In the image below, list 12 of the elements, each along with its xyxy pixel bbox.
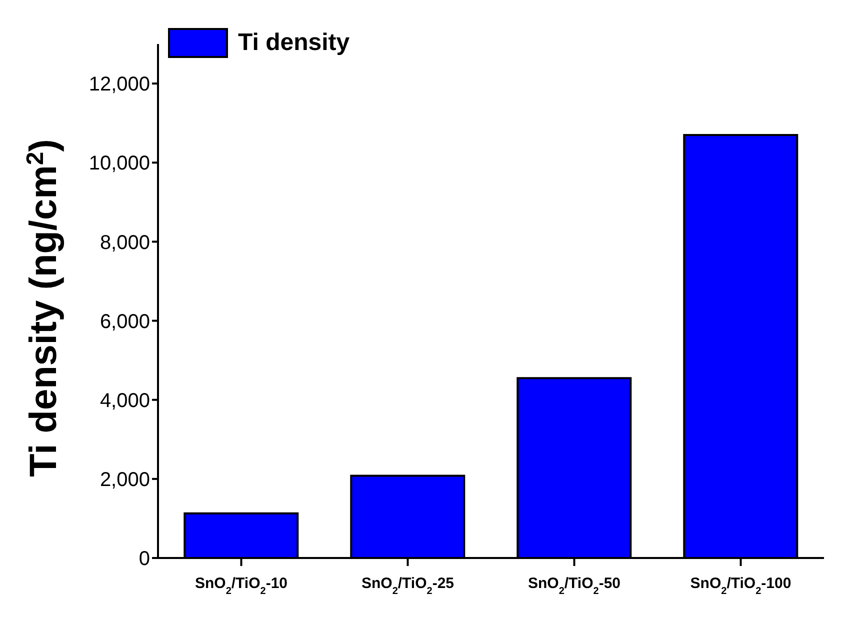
- y-tick-label: 10,000: [88, 152, 150, 175]
- y-tick-label: 4,000: [100, 390, 150, 412]
- y-tick-label: 2,000: [100, 469, 150, 492]
- x-tick-label: SnO$_{2}$/TiO$_{2}$-50: [528, 575, 621, 596]
- legend-label: Ti density: [238, 29, 350, 57]
- y-tick-label: 8,000: [100, 232, 150, 254]
- y-tick-label: 12,000: [88, 74, 150, 96]
- x-tick-label: SnO$_{2}$/TiO$_{2}$-25: [361, 575, 454, 596]
- x-tick-label: SnO$_{2}$/TiO$_{2}$-10: [194, 575, 288, 596]
- y-tick-label: 0: [138, 548, 150, 570]
- x-tick-label: SnO$_{2}$/TiO$_{2}$-100: [690, 575, 792, 596]
- y-tick-label: 6,000: [100, 310, 150, 333]
